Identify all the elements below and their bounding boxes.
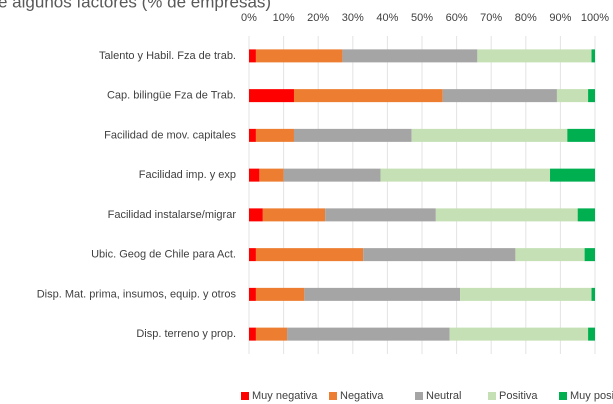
chart-title: e algunos factores (% de empresas) xyxy=(0,0,271,11)
bar-segment xyxy=(249,49,256,63)
bar-segment xyxy=(249,89,294,103)
bar-segment xyxy=(293,128,412,142)
bar-segment xyxy=(588,327,595,341)
x-tick-label: 0% xyxy=(241,12,257,24)
bar-segment xyxy=(287,327,450,341)
bar-segment xyxy=(411,128,568,142)
legend-swatch xyxy=(329,392,337,400)
bar-segment xyxy=(515,248,585,262)
bar-segment xyxy=(283,168,381,182)
bar-segment xyxy=(255,49,343,63)
legend-label: Muy positiva xyxy=(570,390,613,402)
x-tick-label: 40% xyxy=(376,12,398,24)
x-tick-label: 30% xyxy=(342,12,364,24)
bar-segment xyxy=(477,49,592,63)
bar-segment xyxy=(591,49,595,63)
y-tick-label: Facilidad de mov. capitales xyxy=(104,129,236,141)
y-tick-label: Talento y Habil. Fza de trab. xyxy=(99,50,236,62)
x-tick-label: 90% xyxy=(549,12,571,24)
bar-segment xyxy=(567,128,595,142)
bar-segment xyxy=(262,208,326,222)
bar-segment xyxy=(556,89,589,103)
bar-segment xyxy=(293,89,443,103)
bar-segment xyxy=(249,248,256,262)
legend-swatch xyxy=(241,392,249,400)
legend-label: Positiva xyxy=(499,390,538,402)
bar-segment xyxy=(588,89,595,103)
x-tick-label: 70% xyxy=(480,12,502,24)
bar-segment xyxy=(255,248,364,262)
bar-segment xyxy=(584,248,595,262)
legend-label: Negativa xyxy=(340,390,384,402)
bar-segment xyxy=(249,128,256,142)
x-tick-label: 100% xyxy=(581,12,609,24)
bar-segment xyxy=(449,327,589,341)
y-tick-label: Disp. terreno y prop. xyxy=(136,328,236,340)
bar-segment xyxy=(255,327,288,341)
bar-segment xyxy=(255,128,294,142)
bar-segment xyxy=(435,208,578,222)
x-tick-label: 50% xyxy=(411,12,433,24)
bar-segment xyxy=(249,168,260,182)
x-tick-label: 80% xyxy=(515,12,537,24)
bar-segment xyxy=(325,208,436,222)
x-tick-label: 10% xyxy=(273,12,295,24)
bar-segment xyxy=(591,287,595,301)
y-tick-label: Cap. bilingüe Fza de Trab. xyxy=(107,90,236,102)
bar-segment xyxy=(577,208,595,222)
bar-segment xyxy=(460,287,592,301)
legend-swatch xyxy=(559,392,567,400)
bar-segment xyxy=(550,168,595,182)
y-tick-label: Facilidad instalarse/migrar xyxy=(108,209,237,221)
bar-segment xyxy=(363,248,516,262)
bar-segment xyxy=(259,168,284,182)
bar-segment xyxy=(255,287,305,301)
y-tick-label: Facilidad imp. y exp xyxy=(139,169,236,181)
legend-swatch xyxy=(415,392,423,400)
bar-segment xyxy=(249,327,256,341)
bar-segment xyxy=(380,168,551,182)
y-tick-label: Disp. Mat. prima, insumos, equip. y otro… xyxy=(37,288,237,300)
bar-segment xyxy=(249,287,256,301)
legend-label: Neutral xyxy=(426,390,461,402)
bar-segment xyxy=(342,49,478,63)
x-tick-label: 20% xyxy=(307,12,329,24)
legend-label: Muy negativa xyxy=(252,390,318,402)
bar-segment xyxy=(304,287,461,301)
legend-swatch xyxy=(488,392,496,400)
y-tick-label: Ubic. Geog de Chile para Act. xyxy=(91,249,236,261)
bar-segment xyxy=(442,89,557,103)
bar-segment xyxy=(249,208,263,222)
x-tick-label: 60% xyxy=(446,12,468,24)
